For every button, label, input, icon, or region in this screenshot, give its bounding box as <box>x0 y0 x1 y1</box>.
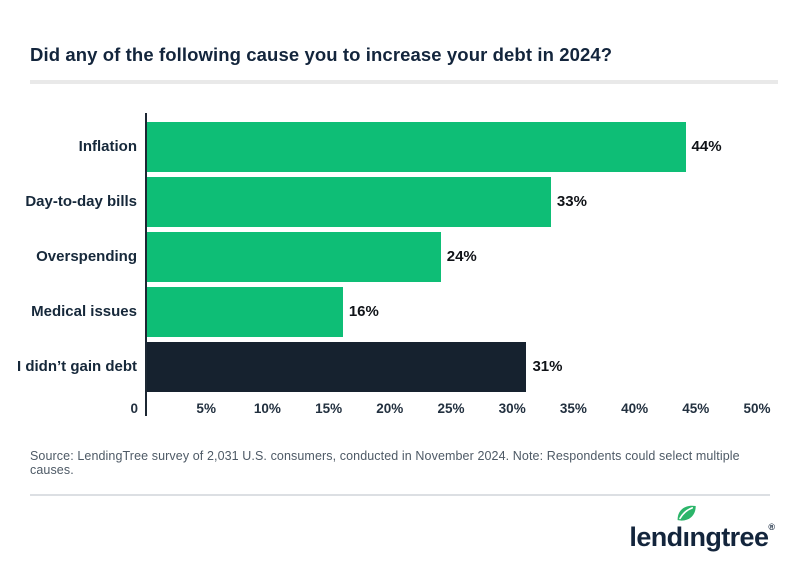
category-label: I didn’t gain debt <box>17 358 137 375</box>
bar-row: Day-to-day bills 33% <box>0 177 800 227</box>
value-label: 16% <box>348 303 379 320</box>
x-tick-label: 45% <box>682 401 710 416</box>
y-axis-line <box>145 113 147 416</box>
x-tick-label: 25% <box>437 401 465 416</box>
leaf-icon <box>677 505 696 521</box>
x-tick-label: 40% <box>621 401 649 416</box>
value-label: 33% <box>556 193 587 210</box>
x-tick-label: 15% <box>315 401 343 416</box>
source-note: Source: LendingTree survey of 2,031 U.S.… <box>30 449 740 477</box>
category-label: Day-to-day bills <box>25 193 137 210</box>
x-tick-label: 50% <box>743 401 771 416</box>
bar-row: Overspending 24% <box>0 232 800 282</box>
bar-row: I didn’t gain debt 31% <box>0 342 800 392</box>
x-tick-label: 5% <box>196 401 216 416</box>
x-tick-label: 30% <box>498 401 526 416</box>
logo-letter-i: ı <box>677 505 696 553</box>
lendingtree-logo: lend ıngtree® <box>629 505 775 564</box>
registered-trademark-symbol: ® <box>768 522 775 532</box>
value-label: 44% <box>691 138 722 155</box>
bar <box>147 287 343 337</box>
x-tick-label: 0 <box>130 401 138 416</box>
bar-chart: Inflation 44% Day-to-day bills 33% Overspend… <box>0 113 800 423</box>
bar <box>147 177 551 227</box>
bar <box>147 232 441 282</box>
bar <box>147 122 686 172</box>
chart-title: Did any of the following cause you to in… <box>30 44 613 65</box>
bar-row: Inflation 44% <box>0 122 800 172</box>
bottom-divider <box>30 494 770 496</box>
x-tick-label: 20% <box>376 401 404 416</box>
x-tick-label: 10% <box>253 401 281 416</box>
value-label: 31% <box>532 358 563 375</box>
value-label: 24% <box>446 248 477 265</box>
bar-row: Medical issues 16% <box>0 287 800 337</box>
logo-text-lend: lend <box>629 522 683 552</box>
x-tick-label: 35% <box>559 401 587 416</box>
category-label: Inflation <box>78 138 137 155</box>
category-label: Medical issues <box>31 303 137 320</box>
top-divider <box>30 80 778 84</box>
bar <box>147 342 527 392</box>
category-label: Overspending <box>36 248 137 265</box>
logo-text-ngtree: ngtree <box>689 522 769 552</box>
